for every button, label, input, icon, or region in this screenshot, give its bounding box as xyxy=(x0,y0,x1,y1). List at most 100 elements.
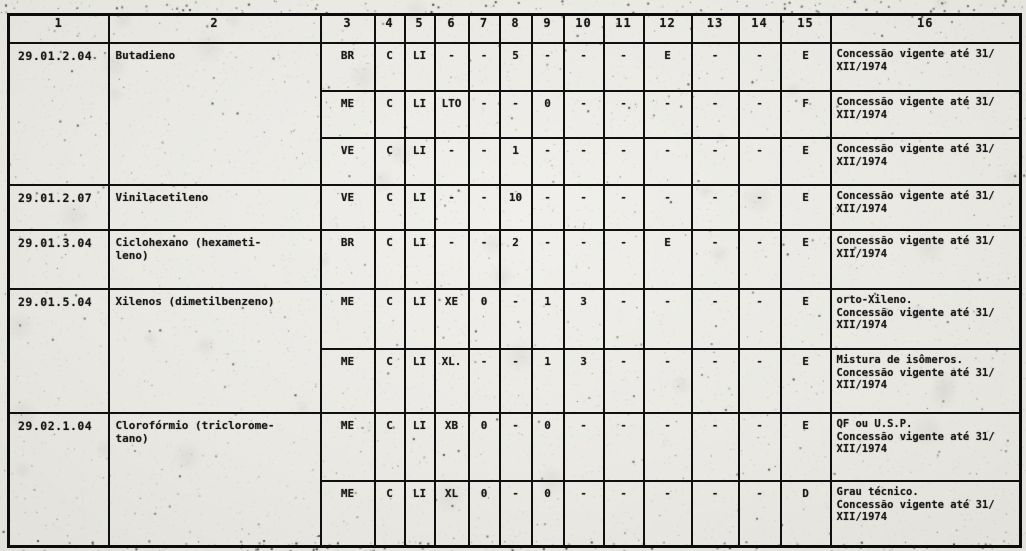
column-header-11: 11 xyxy=(602,13,645,44)
value-cell-col6: XB xyxy=(433,412,470,482)
value-cell-col9: 0 xyxy=(530,480,565,547)
value-cell-col9: 1 xyxy=(530,288,565,350)
value-cell-col11: - xyxy=(602,480,645,547)
value-cell-col3: VE xyxy=(319,137,376,186)
column-header-3: 3 xyxy=(319,13,376,44)
value-cell-col10: 3 xyxy=(562,288,605,350)
column-header-10: 10 xyxy=(562,13,605,44)
table-row: 29.01.2.04 Butadieno BR C LI - -5- - - E - - E Conces… xyxy=(7,42,1022,186)
value-cell-col9: - xyxy=(530,229,565,290)
column-header-15: 15 xyxy=(779,13,832,44)
column-header-8: 8 xyxy=(498,13,533,44)
nbm-code-cell: 29.01.2.04 xyxy=(7,42,110,186)
value-cell-col8: 10 xyxy=(498,184,533,231)
remark-cell: Concessão vigente até 31/ XII/1974 xyxy=(829,137,1022,186)
remark-cell: Grau técnico. Concessão vigente até 31/ … xyxy=(829,480,1022,547)
value-cell-col3: ME xyxy=(319,90,376,139)
value-cell-col6: - xyxy=(433,42,470,92)
product-name-cell: Xilenos (dimetilbenzeno) xyxy=(107,288,322,414)
value-cell-col7: - xyxy=(467,184,501,231)
value-cell-col11: - xyxy=(602,348,645,414)
value-cell-col7: 0 xyxy=(467,288,501,350)
value-cell-col14: - xyxy=(737,288,782,350)
value-cell-col4: C xyxy=(373,229,406,290)
column-header-13: 13 xyxy=(690,13,740,44)
value-cell-col3: VE xyxy=(319,184,376,231)
product-name-cell: Vinilacetileno xyxy=(107,184,322,231)
value-cell-col11: - xyxy=(602,42,645,92)
value-cell-col7: - xyxy=(467,348,501,414)
table-row: 29.02.1.04 Clorofórmio (triclorome- tano)… xyxy=(7,412,1022,547)
value-cell-col5: LI xyxy=(403,184,436,231)
value-cell-col7: - xyxy=(467,42,501,92)
value-cell-col15: E xyxy=(779,288,832,350)
value-cell-col7: - xyxy=(467,90,501,139)
value-cell-col5: LI xyxy=(403,288,436,350)
value-cell-col13: - xyxy=(690,288,740,350)
column-header-14: 14 xyxy=(737,13,782,44)
value-cell-col11: - xyxy=(602,90,645,139)
column-header-7: 7 xyxy=(467,13,501,44)
value-cell-col9: - xyxy=(530,42,565,92)
value-cell-col11: - xyxy=(602,412,645,482)
value-cell-col10: - xyxy=(562,42,605,92)
value-cell-col14: - xyxy=(737,184,782,231)
value-cell-col12: E xyxy=(642,42,693,92)
value-cell-col6: XL. xyxy=(433,348,470,414)
value-cell-col9: - xyxy=(530,184,565,231)
value-cell-col15: E xyxy=(779,412,832,482)
value-cell-col11: - xyxy=(602,184,645,231)
value-cell-col13: - xyxy=(690,184,740,231)
value-cell-col10: - xyxy=(562,184,605,231)
value-cell-col6: - xyxy=(433,229,470,290)
value-cell-col11: - xyxy=(602,288,645,350)
value-cell-col14: - xyxy=(737,480,782,547)
remark-cell: Concessão vigente até 31/ XII/1974 xyxy=(829,229,1022,290)
nbm-code-cell: 29.01.2.07 xyxy=(7,184,110,231)
value-cell-col13: - xyxy=(690,412,740,482)
value-cell-col8: 1 xyxy=(498,137,533,186)
value-cell-col13: - xyxy=(690,229,740,290)
value-cell-col5: LI xyxy=(403,90,436,139)
value-cell-col12: E xyxy=(642,229,693,290)
column-header-2: 2 xyxy=(107,13,322,44)
value-cell-col15: E xyxy=(779,229,832,290)
value-cell-col6: - xyxy=(433,137,470,186)
value-cell-col6: - xyxy=(433,184,470,231)
value-cell-col3: BR xyxy=(319,42,376,92)
value-cell-col5: LI xyxy=(403,42,436,92)
value-cell-col8: 5 xyxy=(498,42,533,92)
value-cell-col7: - xyxy=(467,137,501,186)
value-cell-col11: - xyxy=(602,137,645,186)
value-cell-col11: - xyxy=(602,229,645,290)
value-cell-col8: - xyxy=(498,348,533,414)
value-cell-col7: 0 xyxy=(467,412,501,482)
table-row: 29.01.3.04 Ciclohexano (hexameti- leno) BR… xyxy=(7,229,1022,290)
column-header-9: 9 xyxy=(530,13,565,44)
value-cell-col4: C xyxy=(373,42,406,92)
value-cell-col12: - xyxy=(642,288,693,350)
value-cell-col9: - xyxy=(530,137,565,186)
value-cell-col9: 0 xyxy=(530,90,565,139)
nbm-code-cell: 29.01.5.04 xyxy=(7,288,110,414)
value-cell-col3: ME xyxy=(319,480,376,547)
remark-cell: Mistura de isômeros. Concessão vigente a… xyxy=(829,348,1022,414)
column-header-4: 4 xyxy=(373,13,406,44)
value-cell-col4: C xyxy=(373,412,406,482)
remark-cell: orto-Xileno. Concessão vigente até 31/ X… xyxy=(829,288,1022,350)
table-row: 29.01.2.07 Vinilacetileno VE C LI - -10- - - - - - E… xyxy=(7,184,1022,231)
value-cell-col8: 2 xyxy=(498,229,533,290)
value-cell-col12: - xyxy=(642,137,693,186)
value-cell-col7: - xyxy=(467,229,501,290)
value-cell-col6: LTO xyxy=(433,90,470,139)
value-cell-col10: - xyxy=(562,137,605,186)
value-cell-col10: - xyxy=(562,90,605,139)
value-cell-col3: ME xyxy=(319,288,376,350)
column-header-6: 6 xyxy=(433,13,470,44)
value-cell-col14: - xyxy=(737,90,782,139)
column-header-16: 16 xyxy=(829,13,1022,44)
value-cell-col13: - xyxy=(690,90,740,139)
value-cell-col12: - xyxy=(642,412,693,482)
value-cell-col12: - xyxy=(642,184,693,231)
